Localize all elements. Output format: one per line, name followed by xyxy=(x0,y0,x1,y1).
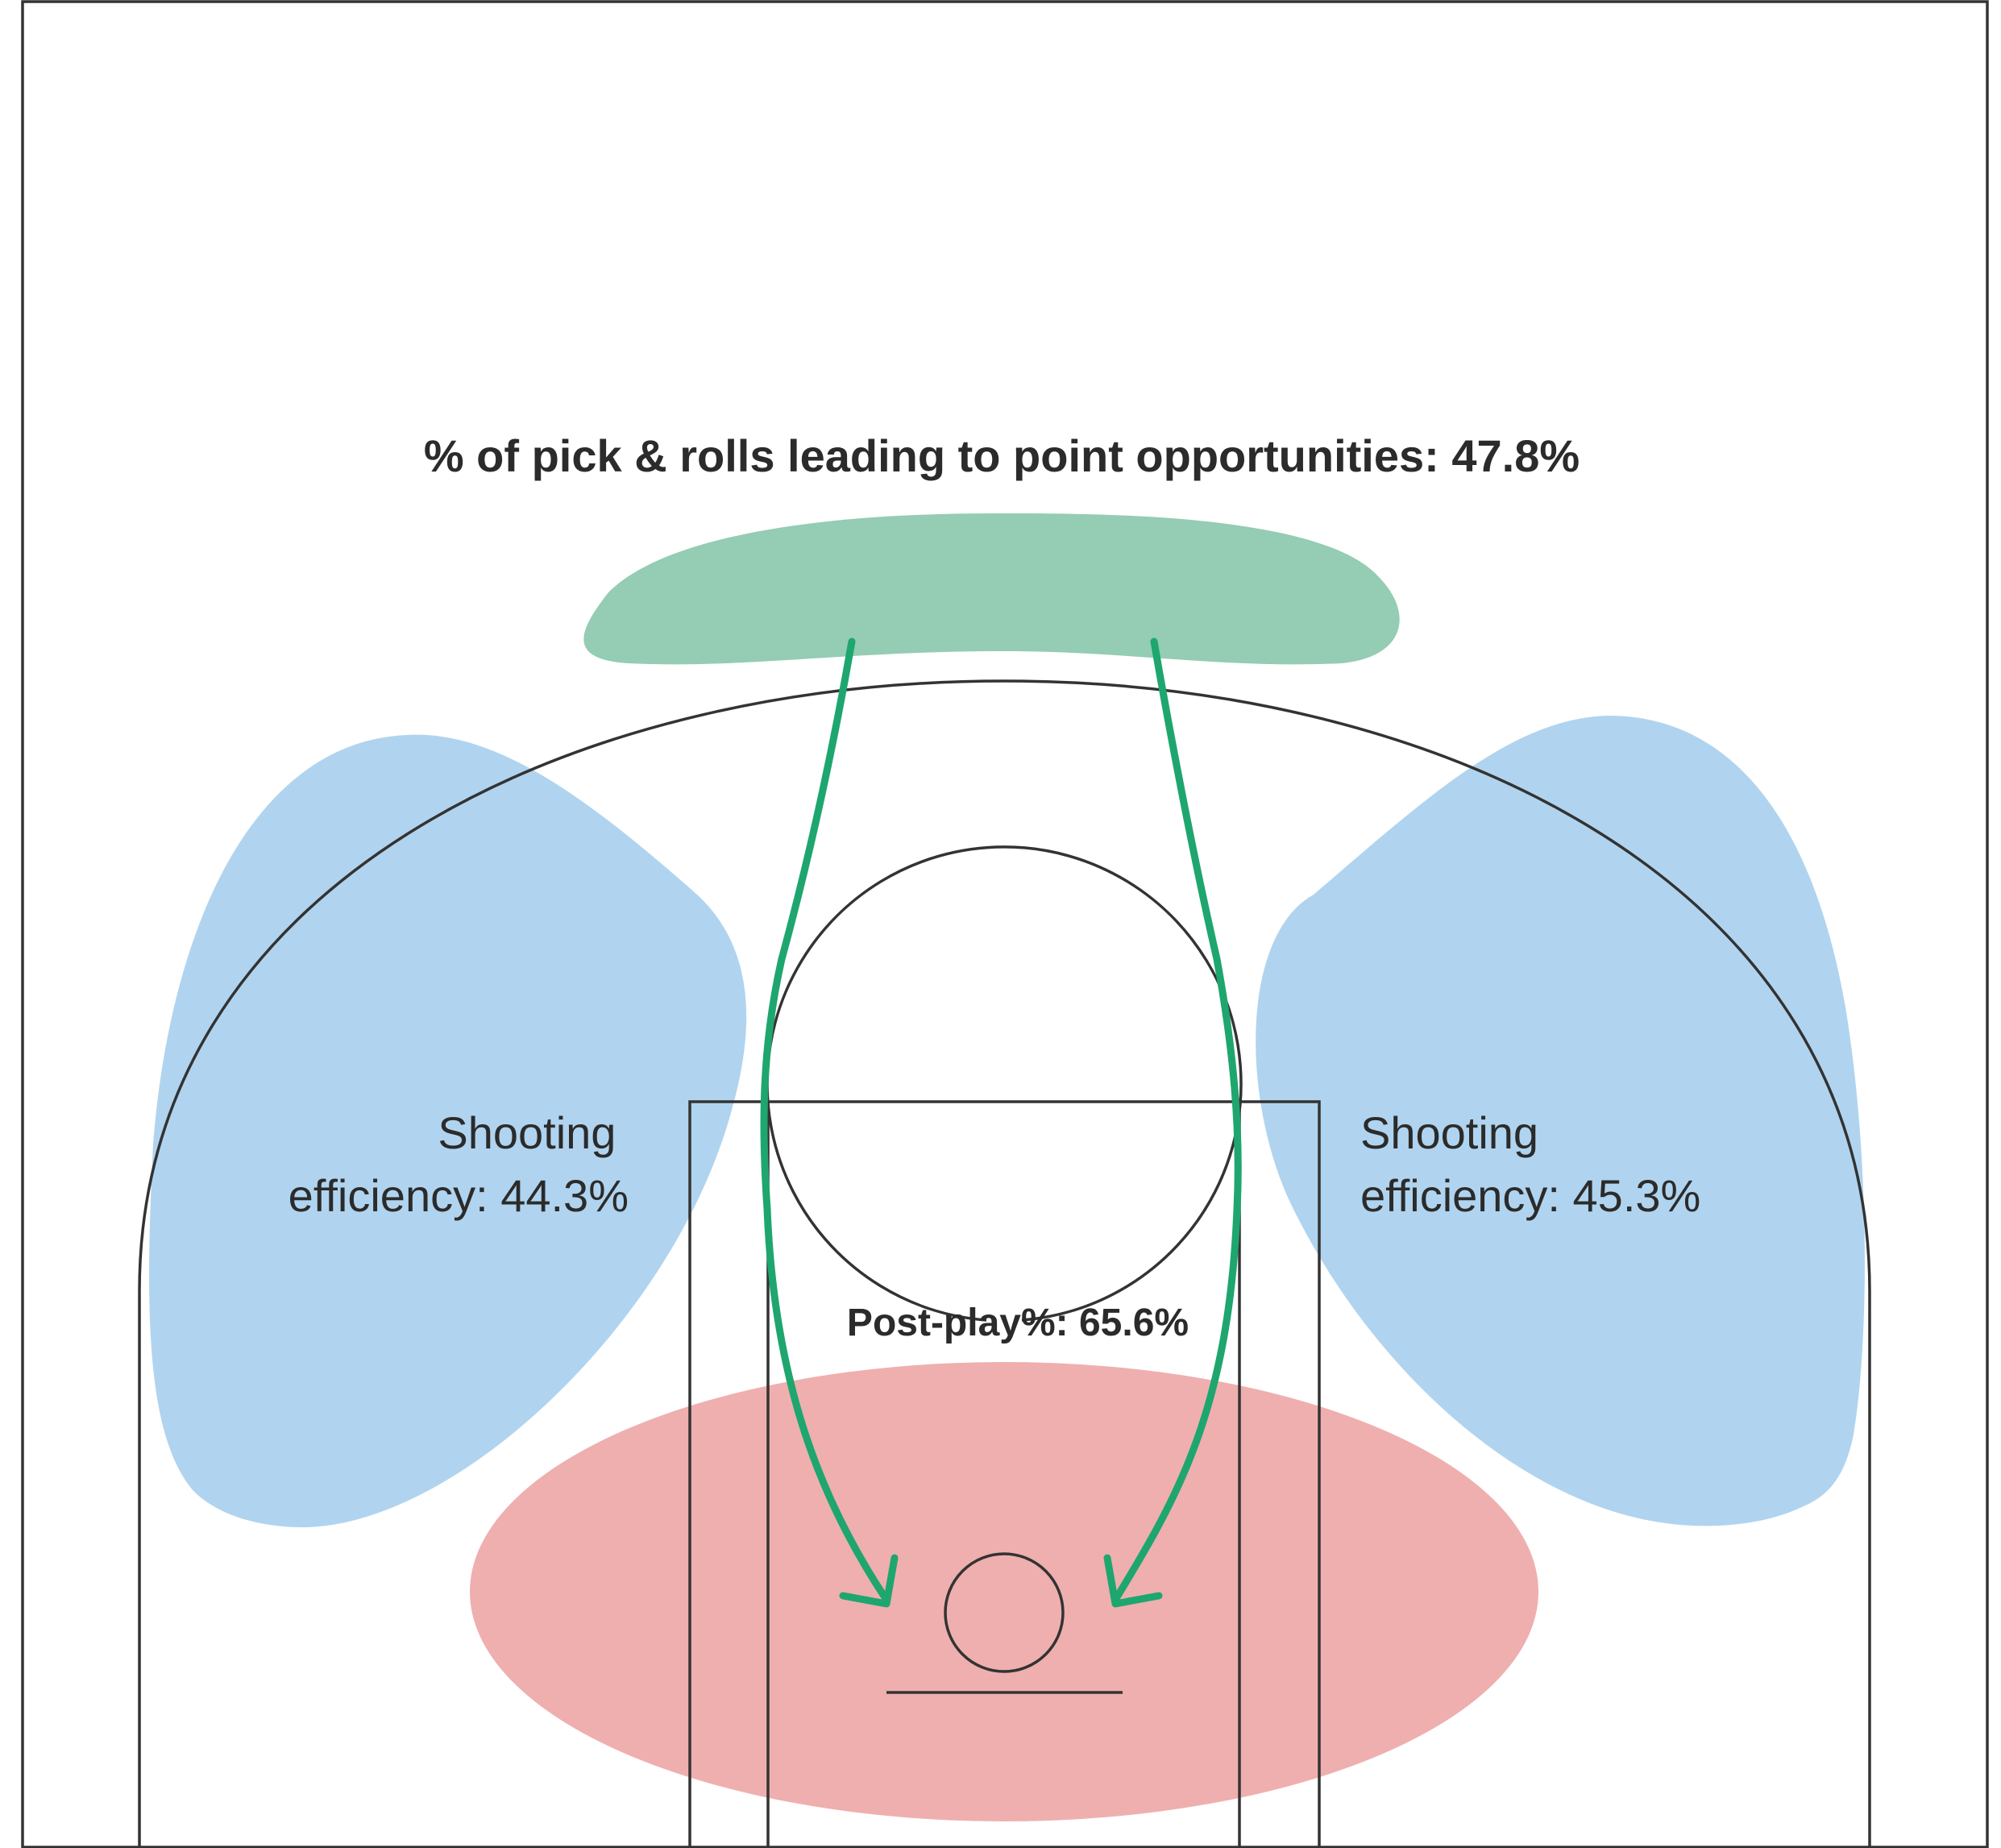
pick-and-roll-arrow-icon xyxy=(1111,637,1242,1604)
right-shooting-line2: efficiency: 45.3% xyxy=(1360,1170,1700,1221)
post-play-label: Post-play%: 65.6% xyxy=(847,1302,1189,1344)
left-shooting-label: Shooting efficiency: 44.3% xyxy=(289,1107,629,1221)
left-shooting-zone xyxy=(149,734,747,1528)
left-shooting-line1: Shooting xyxy=(438,1107,616,1158)
free-throw-circle-top xyxy=(766,845,1243,1322)
three-point-line xyxy=(138,679,1871,1848)
pick-and-roll-zone xyxy=(583,513,1400,665)
outer-paint xyxy=(688,1100,1321,1848)
arrowhead-left-icon xyxy=(839,1554,899,1608)
arrowhead-right-icon xyxy=(1103,1554,1163,1608)
right-shooting-zone xyxy=(1256,716,1865,1526)
left-shooting-line2: efficiency: 44.3% xyxy=(289,1170,629,1221)
post-play-zone xyxy=(470,1362,1538,1821)
pick-and-roll-title: % of pick & rolls leading to point oppor… xyxy=(424,430,1580,481)
basket-rim xyxy=(944,1552,1065,1673)
right-shooting-label: Shooting efficiency: 45.3% xyxy=(1360,1107,1700,1221)
court-boundary xyxy=(21,0,1989,1848)
pick-and-roll-arrow-icon xyxy=(760,637,890,1604)
right-shooting-line1: Shooting xyxy=(1360,1107,1538,1158)
